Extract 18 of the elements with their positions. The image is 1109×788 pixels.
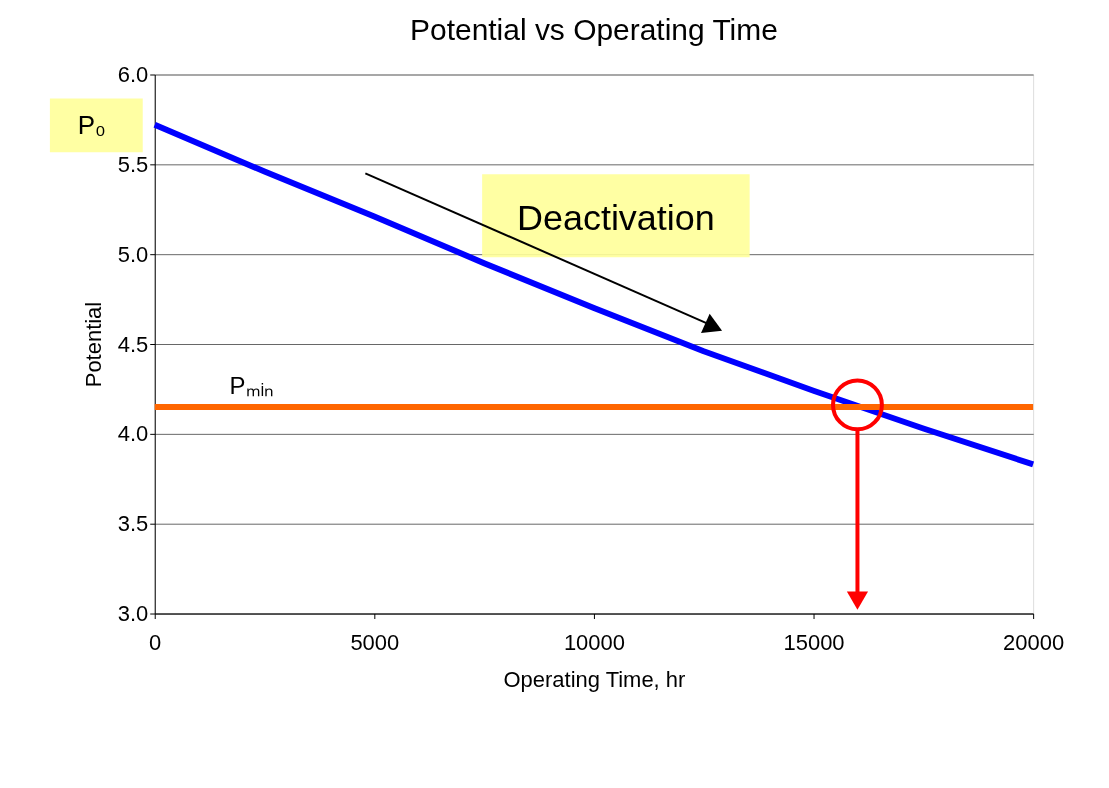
text: P₀ (77, 111, 106, 140)
x-tick-label: 20000 (1003, 629, 1065, 655)
y-tick-label: 4.5 (117, 331, 149, 357)
y-tick-label: 5.5 (117, 151, 149, 177)
x-tick-label: 10000 (563, 629, 625, 655)
x-axis-title: Operating Time, hr (503, 666, 686, 692)
annotation: Deactivation (517, 197, 715, 239)
x-tick-label: 5000 (350, 629, 400, 655)
y-tick-label: 5.0 (117, 241, 149, 267)
y-tick-label: 6.0 (117, 61, 149, 87)
chart-title: Potential vs Operating Time (410, 12, 778, 46)
y-tick-label: 3.0 (117, 601, 149, 627)
y-tick-label: 4.0 (117, 421, 149, 447)
x-tick-label: 0 (149, 629, 162, 655)
ref-line-label: Pₘᵢₙ (229, 371, 275, 399)
x-tick-label: 15000 (783, 629, 845, 655)
y-axis-title: Potential (80, 301, 106, 388)
y-tick-label: 3.5 (117, 511, 149, 537)
